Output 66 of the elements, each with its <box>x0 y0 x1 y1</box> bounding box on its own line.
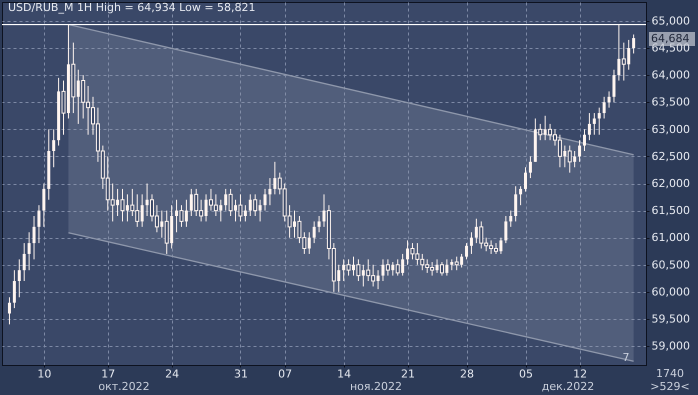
x-tick-label: 10 <box>37 368 52 380</box>
candlestick <box>454 256 459 271</box>
annotation: 7 <box>622 351 630 364</box>
candlestick <box>612 69 616 103</box>
candlestick <box>509 210 512 228</box>
candlestick <box>12 270 16 309</box>
candlestick <box>264 188 267 212</box>
candlestick <box>602 96 606 119</box>
candlestick <box>622 42 626 82</box>
candlestick <box>52 128 56 168</box>
candlestick <box>588 112 591 141</box>
y-tick-label: 61,000 <box>652 231 690 244</box>
text: окт.2022 <box>98 380 150 393</box>
x-tick-label: 17 <box>101 368 116 380</box>
candlestick <box>632 34 636 54</box>
y-tick-label: 59,000 <box>652 340 690 353</box>
candlestick <box>37 204 40 244</box>
candlestick <box>470 232 473 254</box>
y-tick-label: 62,500 <box>652 150 690 163</box>
x-tick-label: 24 <box>165 368 180 380</box>
candlestick <box>519 186 522 206</box>
y-tick-label: 63,500 <box>652 96 690 109</box>
y-tick-label: 65,000 <box>652 14 690 28</box>
text: >529< <box>650 380 690 393</box>
y-tick-label: 62,000 <box>652 177 690 190</box>
candlestick <box>568 145 572 174</box>
y-tick-label: 60,000 <box>652 285 690 298</box>
chart-title: USD/RUB_M 1H High = 64,934 Low = 58,821 <box>8 1 256 14</box>
candlestick <box>608 90 611 108</box>
candlestick <box>582 128 586 152</box>
candlestick <box>524 166 528 192</box>
y-tick-label: 64,000 <box>652 68 690 82</box>
candlestick <box>268 178 272 206</box>
x-tick-label: 05 <box>519 368 534 380</box>
y-tick-label: 60,500 <box>652 258 690 272</box>
candlestick <box>598 107 601 136</box>
text: дек.2022 <box>542 380 594 393</box>
text: 1740 <box>656 367 684 380</box>
candlestick <box>32 216 36 260</box>
candlestick <box>8 296 11 325</box>
x-tick-label: 21 <box>401 368 416 380</box>
candlestick <box>253 194 258 217</box>
candlestick <box>28 232 31 271</box>
x-tick-label: 12 <box>573 368 588 380</box>
candlestick <box>504 216 508 244</box>
y-tick-label: 59,500 <box>652 312 690 326</box>
x-tick-label: 31 <box>234 368 248 380</box>
candlestick <box>578 140 582 162</box>
candlestick <box>592 112 596 136</box>
y-tick-label: 61,500 <box>652 204 690 218</box>
x-tick-label: 07 <box>278 368 292 380</box>
y-tick-label: 63,000 <box>652 122 690 136</box>
candlestick <box>514 186 518 222</box>
candlestick <box>318 216 321 233</box>
text: 64,684 <box>651 32 690 45</box>
candlestick <box>312 220 316 244</box>
candlestick <box>396 258 400 276</box>
candlestick <box>528 156 532 179</box>
candlestick <box>18 258 21 298</box>
text: ноя.2022 <box>350 380 402 393</box>
x-tick-label: 28 <box>460 368 474 380</box>
candlestick <box>465 242 468 260</box>
candlestick <box>22 242 26 282</box>
x-tick-label: 14 <box>337 368 352 380</box>
candlestick <box>164 210 169 254</box>
candlestick <box>42 183 46 228</box>
